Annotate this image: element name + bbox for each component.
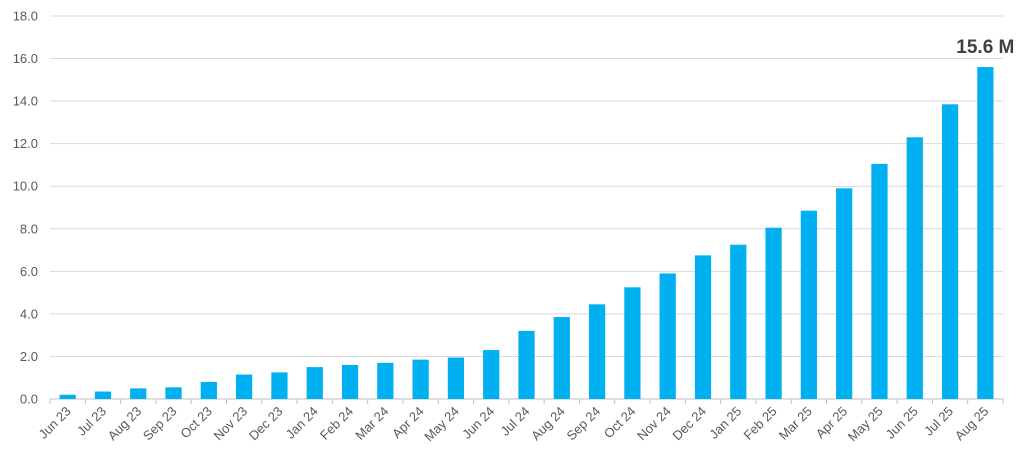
x-tick-label: Oct 24: [601, 404, 639, 442]
y-axis-ticks: 0.0 2.0 4.0 6.0 8.0 10.0 12.0 14.0 16.0 18.0: [13, 9, 38, 407]
bar: [200, 381, 217, 399]
x-tick-label: Aug 24: [528, 404, 568, 444]
bar: [906, 137, 923, 400]
x-tick-label: Jul 23: [74, 404, 109, 439]
x-tick-label: Jan 24: [283, 404, 321, 442]
x-tick-label: Mar 25: [776, 404, 815, 443]
x-tick-label: Jul 25: [921, 404, 956, 439]
bar: [624, 287, 641, 399]
bar: [941, 104, 959, 399]
bar: [694, 255, 712, 399]
bar: [765, 227, 782, 399]
bar: [553, 317, 570, 399]
y-tick-label: 6.0: [20, 264, 38, 279]
y-tick-label: 16.0: [13, 51, 38, 66]
x-tick-label: Jun 24: [459, 404, 497, 442]
x-tick-label: Sep 23: [140, 404, 180, 444]
bar: [165, 387, 182, 399]
bar: [59, 394, 76, 399]
bar: [800, 210, 817, 399]
y-tick-label: 8.0: [20, 221, 38, 236]
grid-lines: [50, 15, 1003, 400]
x-tick-label: Dec 23: [246, 404, 286, 444]
bars: [59, 67, 994, 400]
bar: [483, 350, 500, 399]
x-tick-label: Aug 23: [105, 404, 145, 444]
y-tick-label: 4.0: [20, 306, 38, 321]
bar: [412, 359, 429, 399]
bar: [94, 391, 112, 399]
x-tick-label: Dec 24: [669, 404, 709, 444]
data-label-last-bar: 15.6 M: [956, 37, 1014, 58]
y-tick-label: 12.0: [13, 136, 38, 151]
x-tick-label: Nov 24: [634, 404, 674, 444]
bar: [871, 163, 888, 399]
y-tick-label: 14.0: [13, 94, 38, 109]
bar: [447, 357, 465, 399]
x-tick-label: Sep 24: [563, 404, 603, 444]
y-tick-label: 18.0: [13, 9, 38, 24]
x-tick-label: Nov 23: [211, 404, 251, 444]
data-labels: 15.6 M: [956, 37, 1014, 58]
bar: [306, 367, 323, 399]
x-tick-label: Aug 25: [952, 404, 992, 444]
x-tick-label: Apr 25: [813, 404, 851, 442]
bar: [588, 304, 606, 399]
bar: [730, 244, 747, 399]
x-tick-label: Jan 25: [706, 404, 744, 442]
y-tick-label: 0.0: [20, 392, 38, 407]
x-tick-label: Feb 24: [317, 404, 356, 443]
x-tick-label: Jul 24: [497, 404, 532, 439]
x-tick-label: Jun 25: [883, 404, 921, 442]
x-tick-label: May 25: [845, 404, 886, 445]
bar: [836, 188, 853, 399]
x-tick-label: Oct 23: [177, 404, 215, 442]
x-tick-label: Mar 24: [352, 404, 391, 443]
bar: [130, 388, 147, 399]
bar: [377, 362, 394, 399]
y-tick-label: 10.0: [13, 179, 38, 194]
bar: [341, 364, 359, 399]
bar: [271, 372, 288, 399]
bar: [659, 273, 676, 399]
bar: [236, 374, 253, 399]
x-tick-label: Feb 25: [740, 404, 779, 443]
x-tick-label: Jun 23: [36, 404, 74, 442]
x-tick-label: Apr 24: [389, 404, 427, 442]
x-tick-label: May 24: [421, 404, 462, 445]
bar: [977, 67, 994, 400]
bar: [518, 330, 535, 399]
y-tick-label: 2.0: [20, 349, 38, 364]
